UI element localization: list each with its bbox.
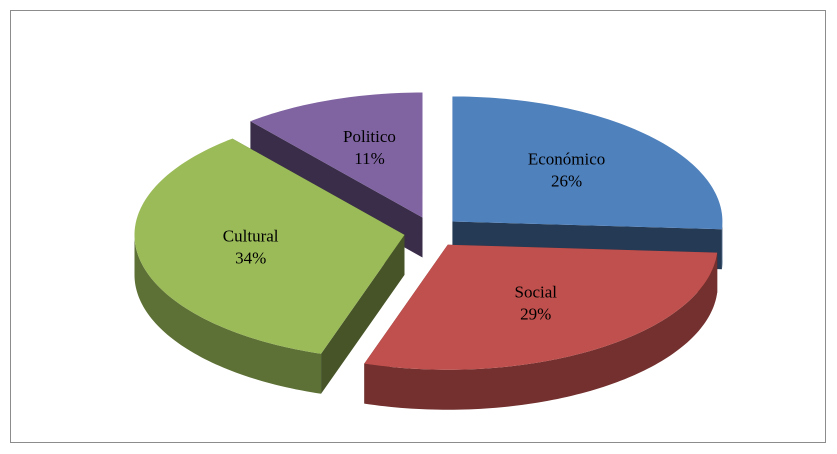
slice-value-label: 34%: [235, 248, 266, 267]
slice-side: [321, 234, 405, 394]
slice: [250, 92, 423, 218]
slice-side: [364, 252, 718, 410]
slice: [452, 96, 723, 230]
slice-side: [134, 234, 322, 394]
slice: [134, 138, 405, 354]
slice-label: Politico: [343, 127, 396, 146]
slice-value-label: 29%: [520, 305, 551, 324]
slice-value-label: 26%: [551, 172, 582, 191]
slice: [364, 244, 718, 370]
slice-side: [721, 219, 723, 270]
slice-label: Económico: [528, 150, 605, 169]
slice-label: Cultural: [223, 226, 279, 245]
slice-label: Social: [515, 283, 558, 302]
slice-value-label: 11%: [354, 149, 385, 168]
